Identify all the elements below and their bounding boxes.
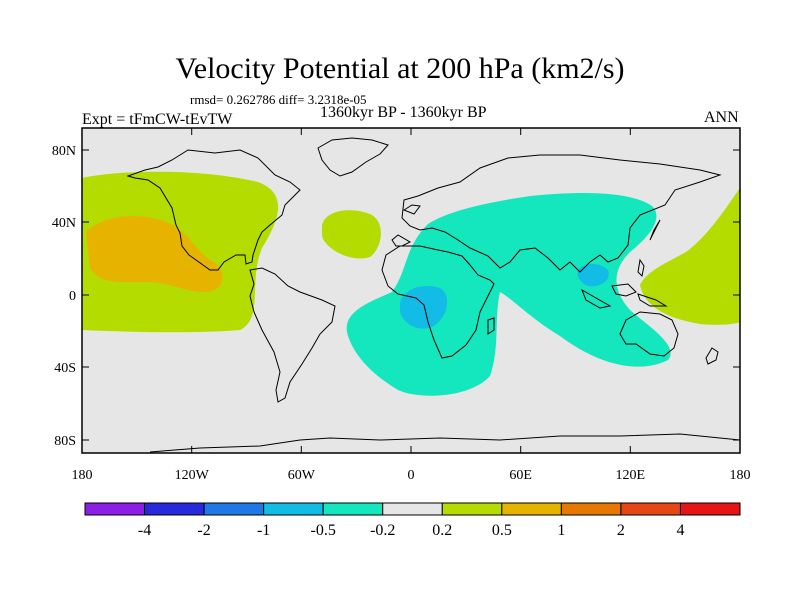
colorbar-label: -0.5 (311, 522, 336, 539)
colorbar-label: -2 (197, 522, 210, 539)
y-tick-label: 40N (52, 216, 76, 231)
colorbar-swatch (203, 502, 265, 516)
colorbar-label: -4 (138, 522, 151, 539)
west-pacific-positive-region (640, 187, 740, 325)
maritime-continent-minimum-region (577, 264, 609, 287)
colorbar-swatch (620, 502, 681, 516)
season-label: ANN (704, 109, 739, 126)
colorbar-label: 4 (676, 522, 684, 539)
colorbar-swatch (501, 502, 562, 516)
coastlines (126, 137, 740, 453)
colorbar-label: 0.5 (492, 522, 512, 539)
x-tick-label: 120E (616, 468, 646, 483)
colorbar-label: -0.2 (370, 522, 395, 539)
stats-line: rmsd= 0.262786 diff= 3.2318e-05 (190, 92, 367, 107)
x-tick-label: 60E (509, 468, 532, 483)
x-tick-label: 180 (72, 468, 93, 483)
colorbar-label: 0.2 (432, 522, 452, 539)
x-tick-label: 180 (730, 468, 751, 483)
colorbar-swatch (560, 502, 622, 516)
x-tick-label: 0 (408, 468, 415, 483)
colorbar (84, 502, 741, 516)
colorbar-swatch (84, 502, 146, 516)
experiment-label: Expt = tFmCW-tEvTW (82, 111, 233, 128)
y-tick-label: 80N (52, 144, 76, 159)
axis-ticks (81, 128, 741, 453)
x-tick-label: 60W (288, 468, 316, 483)
colorbar-swatch (441, 502, 503, 516)
y-tick-label: 80S (54, 434, 76, 449)
colorbar-swatch (144, 502, 205, 516)
colorbar-label: 1 (557, 522, 565, 539)
y-tick-label: 40S (54, 361, 76, 376)
colorbar-label: 2 (617, 522, 625, 539)
y-tick-label: 0 (69, 289, 76, 304)
chart-title: Velocity Potential at 200 hPa (km2/s) (175, 52, 625, 85)
colorbar-label: -1 (257, 522, 270, 539)
tropical-negative-region (346, 193, 671, 396)
colorbar-swatch (382, 502, 443, 516)
period-label: 1360kyr BP - 1360kyr BP (320, 104, 487, 121)
colorbar-swatch (679, 502, 741, 516)
colorbar-swatch (322, 502, 384, 516)
colorbar-swatch (263, 502, 324, 516)
pacific-core-region (86, 216, 223, 292)
x-tick-label: 120W (175, 468, 210, 483)
north-atlantic-positive-region (322, 210, 381, 259)
colorbar-labels: -4 -2 -1 -0.5 -0.2 0.2 0.5 1 2 4 (138, 522, 685, 539)
